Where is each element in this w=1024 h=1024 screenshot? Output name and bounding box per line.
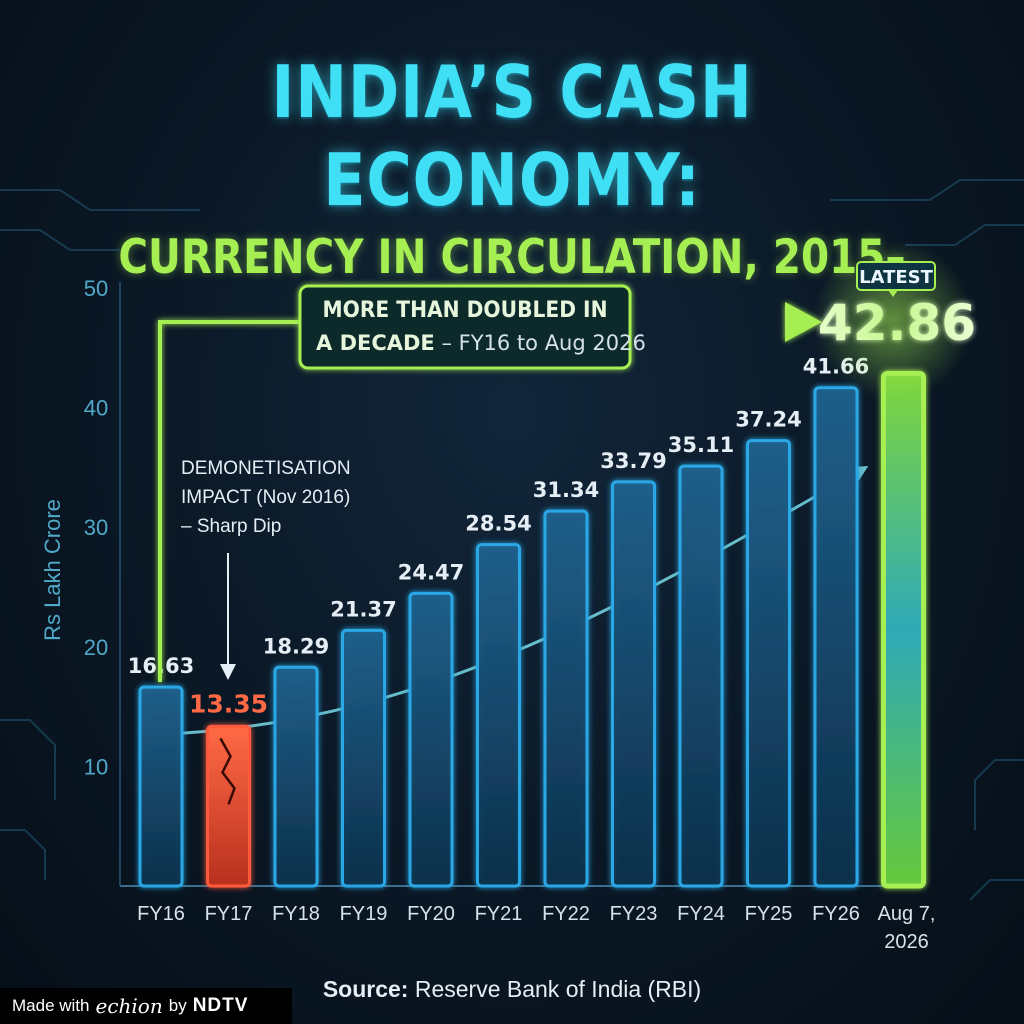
x-tick-label: FY17 [205,903,253,925]
demonetisation-line-3: – Sharp Dip [181,516,281,537]
bar [746,439,791,888]
value-label: 28.54 [465,512,531,536]
demonetisation-line-2: IMPACT (Nov 2016) [181,487,350,508]
value-label: 35.11 [668,433,734,457]
bar [476,543,521,888]
x-tick-label: FY26 [812,903,860,925]
x-tick-label: FY20 [407,903,455,925]
y-tick-label: 50 [84,276,108,301]
y-axis: 10 20 30 40 50 [84,276,920,887]
bars [138,370,926,889]
y-tick-label: 20 [84,635,108,660]
value-label-dip: 13.35 [189,689,268,718]
brand-strip: Made with echion by NDTV [0,988,292,1024]
doubled-text-rest: – FY16 to Aug 2026 [435,331,646,355]
x-tick-label: FY19 [340,903,388,925]
y-tick-label: 30 [84,515,108,540]
value-label: 18.29 [263,634,329,658]
x-tick-label: FY18 [272,903,320,925]
x-tick-label: FY21 [475,903,523,925]
x-tick-label: Aug 7, [878,903,936,925]
doubled-box [298,284,632,370]
bar [813,386,859,888]
x-tick-label: FY25 [745,903,793,925]
page-title: INDIA’S CASH ECONOMY: [271,50,753,222]
x-tick-label: FY16 [137,903,185,925]
x-tick-label: FY23 [610,903,658,925]
bar [138,685,184,888]
bar [341,628,386,888]
demonetisation-line-1: DEMONETISATION [181,458,351,479]
doubled-arrowhead [785,302,822,342]
doubled-connector [158,320,300,682]
y-tick-label: 40 [84,396,108,421]
x-tick-label: 2026 [884,931,929,953]
bar-dip [206,724,251,888]
value-label: 37.24 [735,408,801,432]
x-tick-label: FY22 [542,903,590,925]
bar [678,464,724,888]
ndtv-logo: NDTV [192,995,249,1016]
doubled-text-bold: A DECADE [316,331,435,355]
value-label: 24.47 [398,560,464,584]
doubled-text-1: MORE THAN DOUBLED IN [323,298,608,323]
value-label: 33.79 [600,449,666,473]
y-tick-label: 10 [84,754,108,779]
x-tick-labels: FY16 FY17 FY18 FY19 FY20 FY21 FY22 FY23 FY24 FY25… [137,903,935,953]
circuit-decoration [0,179,1024,901]
bar [273,665,319,888]
latest-badge-label: LATEST [859,267,934,288]
doubled-text-2: A DECADE – FY16 to Aug 2026 [316,331,646,355]
demonetisation-annotation: DEMONETISATION IMPACT (Nov 2016) – Sharp… [181,458,351,680]
bar [408,591,454,888]
by-text: by [168,996,187,1015]
bar [611,480,656,888]
source-label: Source: [322,976,409,1002]
latest-callout: LATEST [813,240,973,400]
value-label: 21.37 [330,597,396,621]
x-tick-label: FY24 [677,903,725,925]
y-axis-label: Rs Lakh Crore [40,499,65,641]
crack-mark [219,737,236,805]
made-with-text: Made with [12,996,90,1015]
source-text: Reserve Bank of India (RBI) [408,976,702,1002]
latest-badge-pointer [888,290,898,297]
echion-logo: echion [95,994,163,1018]
bar [543,509,589,888]
bar-latest [881,370,926,889]
doubled-callout: MORE THAN DOUBLED IN A DECADE – FY16 to … [158,284,822,682]
source-note: Source: Reserve Bank of India (RBI) [0,976,1024,1003]
value-label: 31.34 [533,478,599,502]
